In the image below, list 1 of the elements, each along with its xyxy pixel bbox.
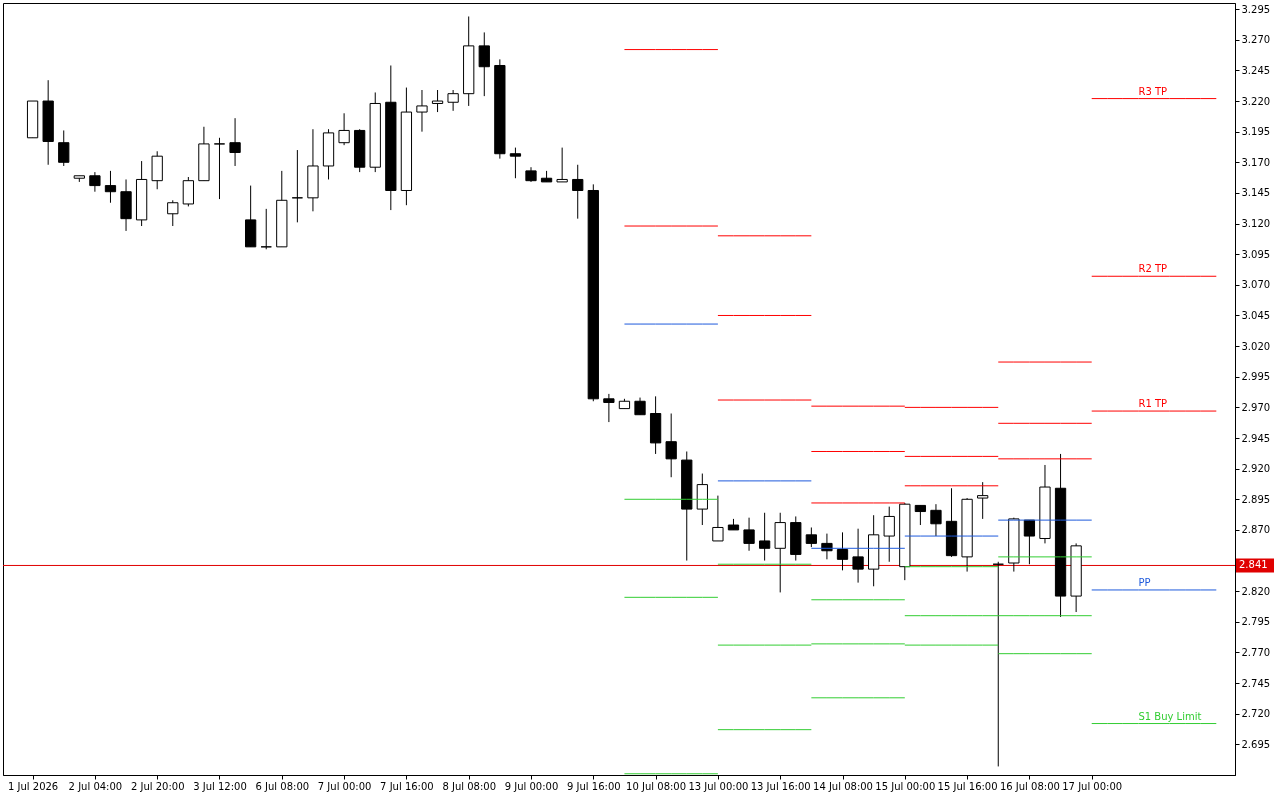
y-tick-label: 3.295 — [1241, 3, 1271, 15]
